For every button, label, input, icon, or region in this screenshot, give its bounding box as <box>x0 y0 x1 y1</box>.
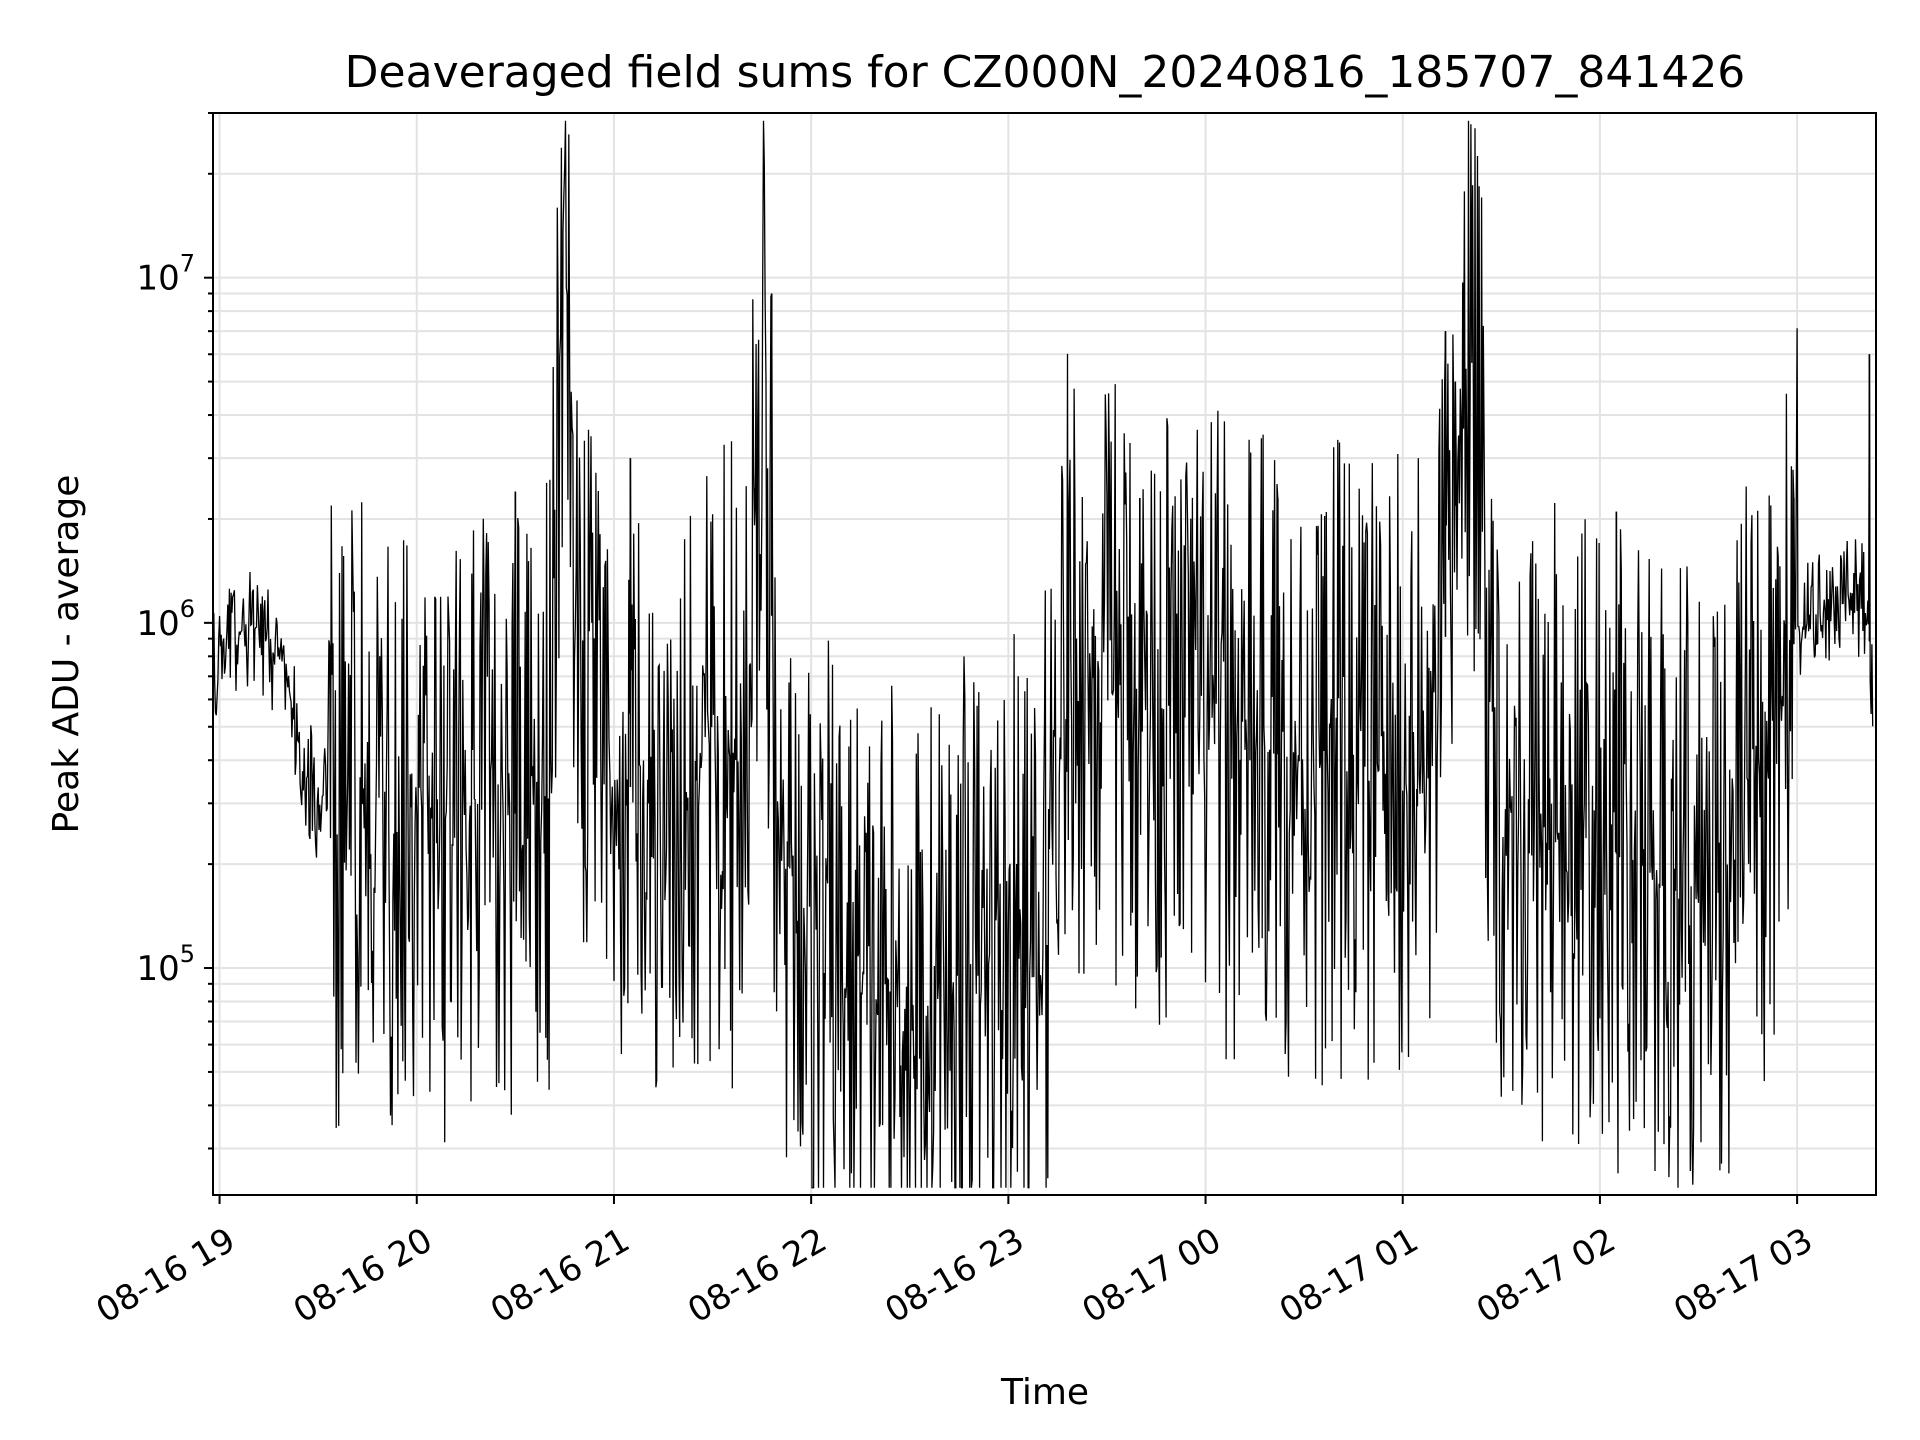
y-tick-label: 105 <box>136 940 195 989</box>
y-tick-exponent: 5 <box>180 940 195 968</box>
y-tick-base: 10 <box>136 949 179 989</box>
y-tick-base: 10 <box>136 259 179 299</box>
x-axis-label: Time <box>1000 1372 1089 1413</box>
y-tick-exponent: 6 <box>180 595 195 623</box>
plot-area <box>212 120 1874 1189</box>
y-tick-label: 107 <box>136 250 195 299</box>
series-line <box>212 120 1874 1189</box>
y-tick-base: 10 <box>136 604 179 644</box>
chart-title: Deaveraged field sums for CZ000N_2024081… <box>345 47 1746 98</box>
y-tick-label: 106 <box>136 595 195 644</box>
y-tick-exponent: 7 <box>180 250 195 278</box>
y-axis-label: Peak ADU - average <box>46 475 87 834</box>
plot-frame <box>212 112 1877 1196</box>
